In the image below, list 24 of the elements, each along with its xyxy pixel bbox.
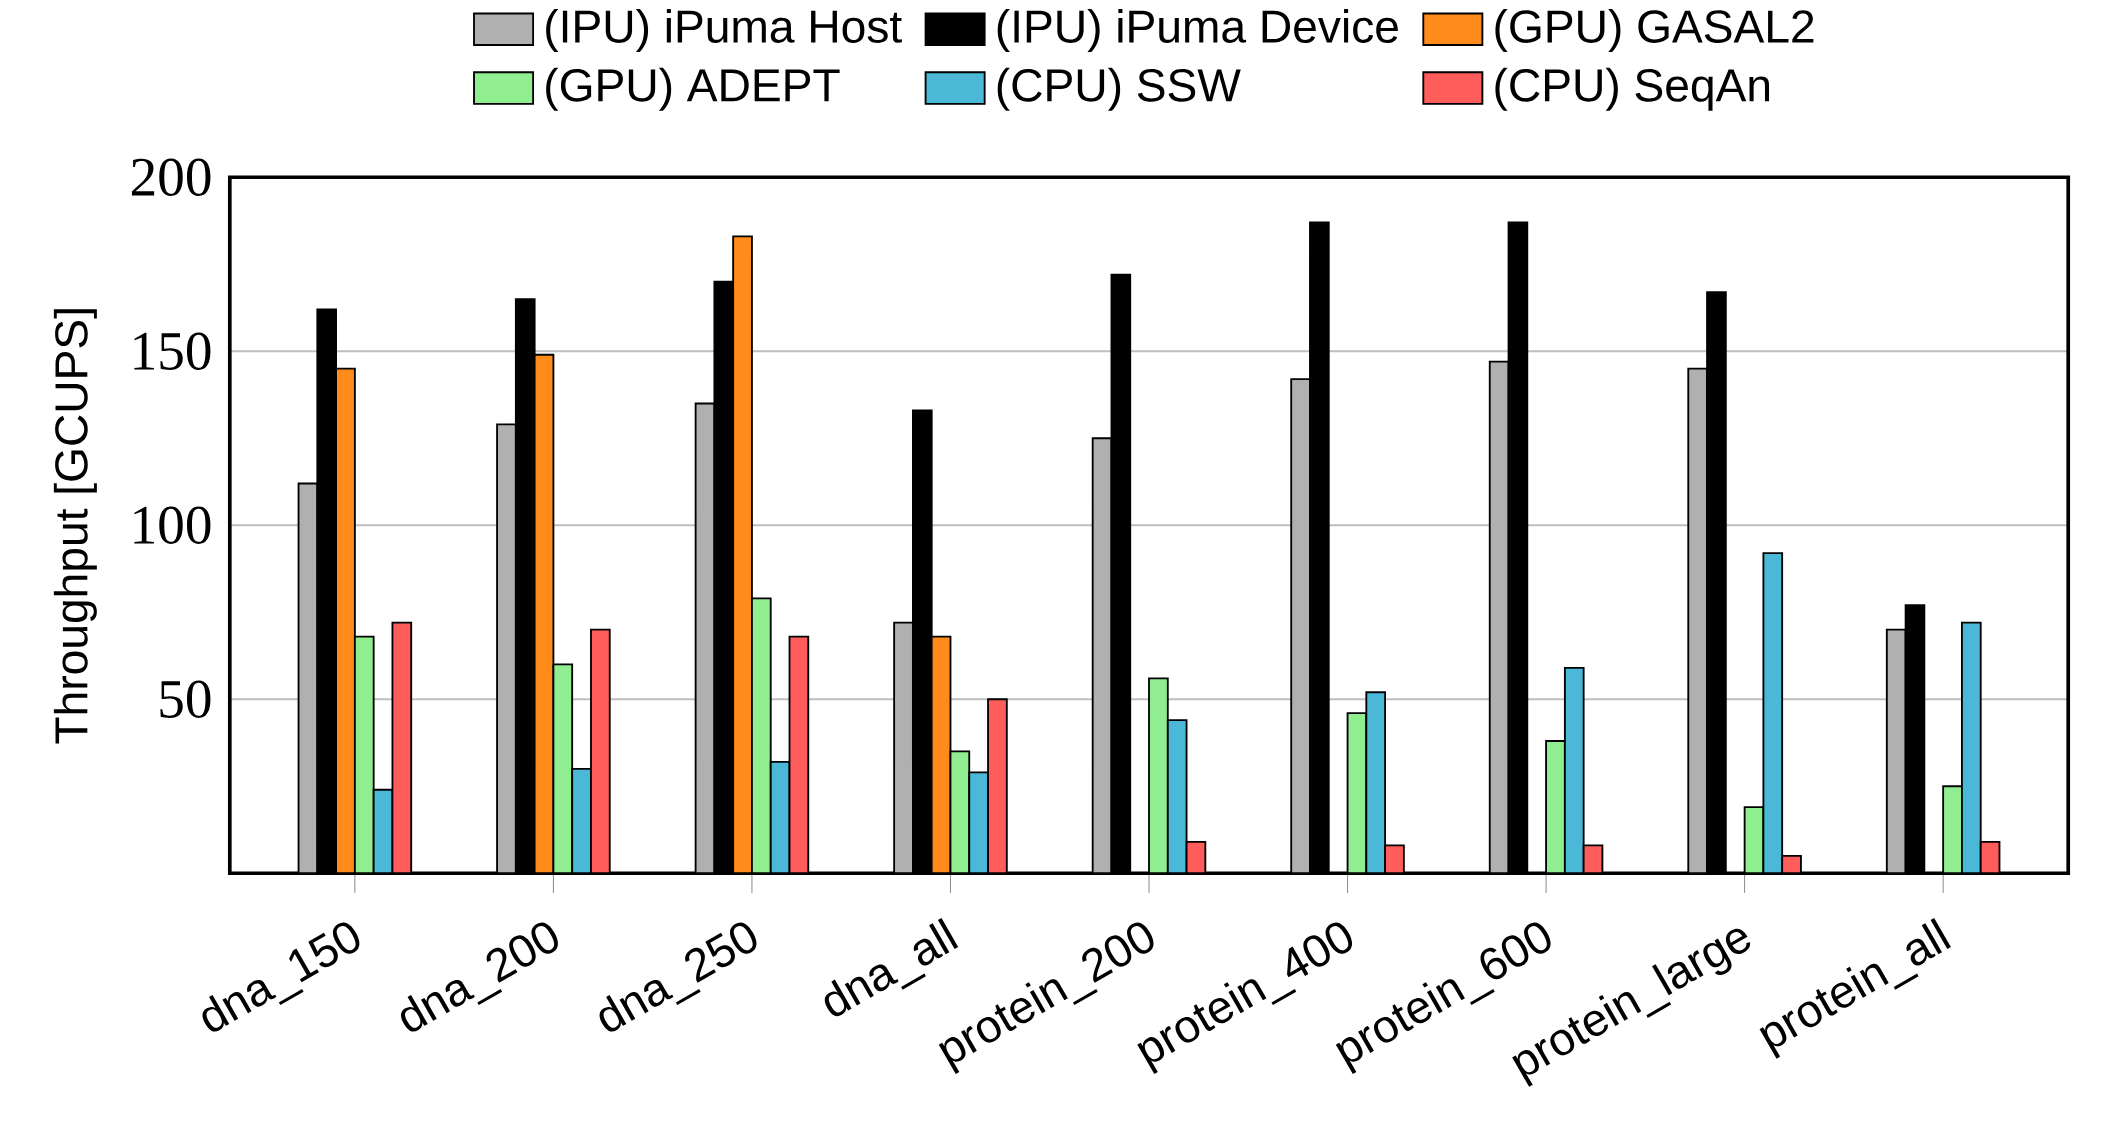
bar bbox=[893, 621, 914, 874]
y-axis-title: Throughput [GCUPS] bbox=[53, 309, 97, 744]
y-tick-label: 150 bbox=[134, 332, 211, 370]
bar bbox=[496, 423, 517, 874]
bar bbox=[335, 367, 356, 874]
y-tick-label: 100 bbox=[134, 506, 211, 544]
legend-label: (GPU) GASAL2 bbox=[1495, 8, 1814, 52]
bar bbox=[1290, 378, 1311, 874]
legend-label: (GPU) ADEPT bbox=[546, 67, 840, 111]
bar bbox=[297, 482, 319, 874]
legend-label: (CPU) SSW bbox=[997, 67, 1241, 111]
legend-label: (IPU) iPuma Host bbox=[546, 8, 902, 52]
bar bbox=[1885, 628, 1907, 874]
bar bbox=[552, 663, 574, 874]
bar bbox=[732, 235, 753, 874]
bar bbox=[751, 597, 772, 874]
legend-label: (CPU) SeqAn bbox=[1495, 67, 1770, 111]
bar bbox=[1148, 677, 1169, 874]
bar bbox=[1687, 367, 1708, 874]
y-tick-label: 200 bbox=[131, 158, 211, 196]
bar bbox=[1091, 437, 1113, 874]
bar bbox=[1488, 360, 1510, 874]
legend-label: (IPU) iPuma Device bbox=[997, 8, 1398, 52]
y-tick-label: 50 bbox=[160, 680, 211, 718]
